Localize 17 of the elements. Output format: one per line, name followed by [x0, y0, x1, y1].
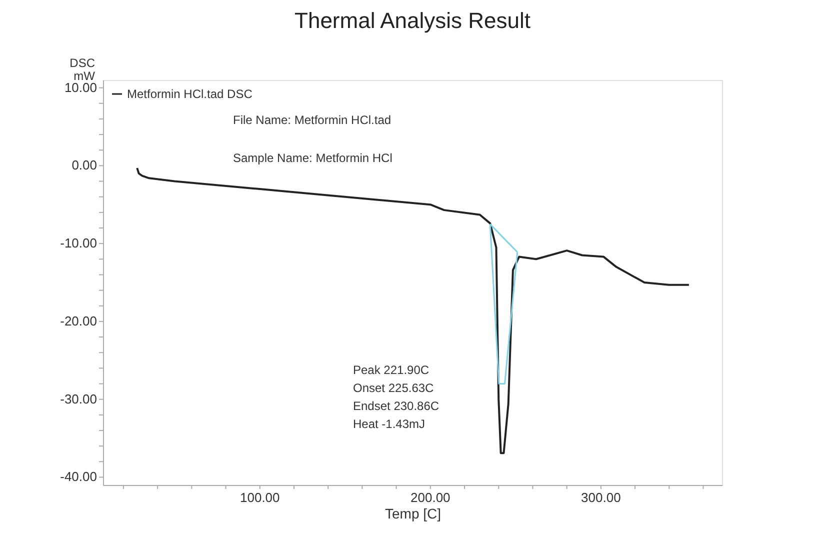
- annotation: Endset 230.86C: [353, 399, 440, 413]
- y-tick-label: -30.00: [60, 391, 97, 406]
- annotation: Onset 225.63C: [353, 381, 434, 395]
- y-tick-label: 0.00: [72, 158, 97, 173]
- annotation: Peak 221.90C: [353, 363, 430, 377]
- y-tick-label: -10.00: [60, 236, 97, 251]
- chart-title: Thermal Analysis Result: [294, 8, 530, 33]
- x-tick-label: 100.00: [240, 490, 280, 505]
- x-axis-title: Temp [C]: [384, 506, 442, 522]
- x-tick-label: 200.00: [410, 490, 450, 505]
- legend-label: Metformin HCl.tad DSC: [127, 87, 253, 101]
- y-tick-label: -20.00: [60, 313, 97, 328]
- annotation: File Name: Metformin HCl.tad: [233, 113, 392, 127]
- x-tick-label: 300.00: [581, 490, 621, 505]
- annotation: Sample Name: Metformin HCl: [233, 151, 392, 165]
- y-tick-label: -40.00: [60, 469, 97, 484]
- annotation: Heat -1.43mJ: [353, 417, 426, 431]
